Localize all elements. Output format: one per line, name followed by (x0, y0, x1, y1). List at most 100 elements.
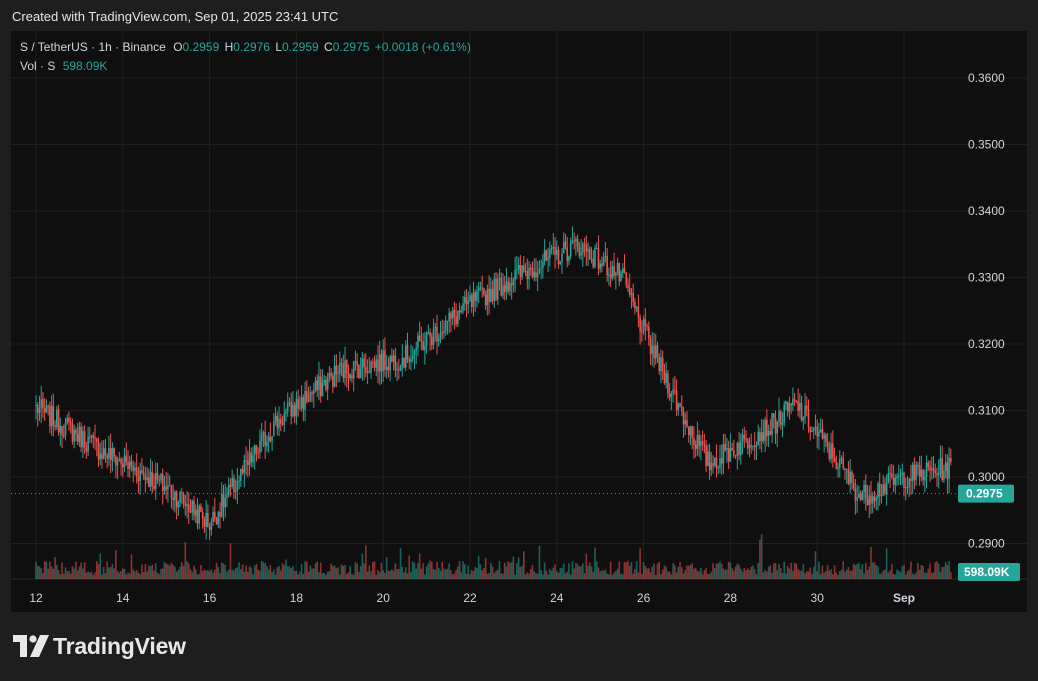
candle (920, 455, 923, 482)
x-tick-label: 24 (550, 591, 564, 605)
volume-bar (918, 569, 921, 579)
candle (623, 254, 626, 274)
volume-bar (604, 569, 607, 579)
candle (762, 419, 765, 444)
volume-bar (531, 565, 534, 579)
candle (78, 421, 81, 448)
candle (621, 263, 624, 278)
candle-body (745, 438, 747, 440)
candle (908, 477, 911, 498)
candle-body (694, 444, 697, 449)
volume-bar (352, 574, 355, 579)
candle-body (113, 448, 115, 457)
volume-bar (488, 573, 490, 579)
candle-body (240, 469, 242, 481)
candle-body (80, 426, 82, 448)
top-bar: Created with TradingView.com, Sep 01, 20… (0, 0, 1038, 32)
y-tick-label: 0.3200 (968, 337, 1005, 351)
candle-body (568, 256, 570, 262)
candle-body (608, 274, 610, 276)
volume-bar (656, 563, 659, 579)
candle-body (78, 426, 81, 442)
candle-body (524, 271, 527, 273)
candle (549, 241, 551, 267)
candle (64, 417, 67, 441)
candle-body (946, 462, 949, 480)
volume-bar (42, 573, 44, 579)
candle (378, 340, 381, 386)
candle-body (642, 319, 645, 332)
volume-bar (741, 571, 744, 579)
volume-bar (69, 573, 72, 579)
candle-body (526, 271, 529, 280)
volume-bar (323, 572, 325, 579)
candle (936, 467, 938, 487)
volume-bar (901, 566, 904, 579)
candle (604, 241, 607, 263)
candle (222, 484, 225, 522)
candle-body (552, 247, 555, 249)
candle (941, 445, 943, 482)
candle-body (75, 429, 77, 434)
candle-body (757, 431, 759, 446)
volume-bar (125, 574, 128, 579)
price-chart[interactable]: 0.29000.30000.31000.32000.33000.34000.35… (11, 31, 1027, 612)
legend-volume-label[interactable]: Vol · S (20, 59, 56, 73)
volume-bar (186, 561, 188, 579)
candle (821, 419, 824, 440)
volume-bar (602, 570, 605, 579)
candle-body (875, 497, 878, 501)
candle-body (658, 357, 661, 372)
volume-bar (89, 572, 91, 579)
candle (774, 410, 777, 444)
candle (826, 433, 829, 453)
volume-bar (752, 565, 754, 579)
volume-bar (519, 567, 522, 579)
candle (323, 374, 325, 387)
candle-body (398, 369, 400, 371)
volume-bar (698, 571, 700, 579)
candle-body (431, 336, 433, 345)
candle-body (349, 375, 352, 379)
volume-bar (543, 562, 546, 579)
candle (641, 320, 643, 342)
candle-body (911, 464, 914, 482)
candle (601, 256, 603, 273)
candle-body (717, 467, 720, 469)
candle (554, 236, 556, 269)
candle (696, 421, 699, 456)
candle (930, 456, 933, 480)
candle (620, 270, 622, 282)
volume-bar (61, 562, 63, 579)
candle (618, 262, 621, 287)
volume-bar (731, 568, 733, 579)
volume-bar (625, 562, 628, 579)
volume-bar (210, 569, 213, 579)
candle-body (356, 361, 358, 366)
candle (116, 456, 119, 480)
candle-body (580, 252, 582, 256)
volume-bar (285, 559, 287, 579)
candle-body (625, 273, 628, 285)
volume-bar (766, 571, 768, 579)
candle (68, 411, 70, 431)
candle (842, 451, 845, 471)
volume-bar (675, 572, 678, 579)
candle-body (649, 338, 652, 354)
candle-body (771, 413, 773, 435)
chart-frame[interactable]: 0.2900 0.3000 0.3100 0.3200 0.3300 0.3400 0.35… (11, 31, 1027, 612)
candle-body (153, 486, 155, 489)
volume-bar (719, 561, 721, 579)
candle (153, 473, 155, 491)
volume-bar (679, 562, 681, 579)
candle (627, 278, 629, 293)
candle (764, 416, 766, 453)
candle (401, 344, 404, 377)
candle (793, 393, 796, 407)
candle-body (677, 403, 680, 411)
candle-body (189, 511, 192, 513)
volume-bar (288, 566, 291, 579)
candle-body (120, 458, 122, 464)
legend-symbol[interactable]: S / TetherUS · 1h · Binance (20, 40, 166, 54)
candle (363, 353, 365, 381)
